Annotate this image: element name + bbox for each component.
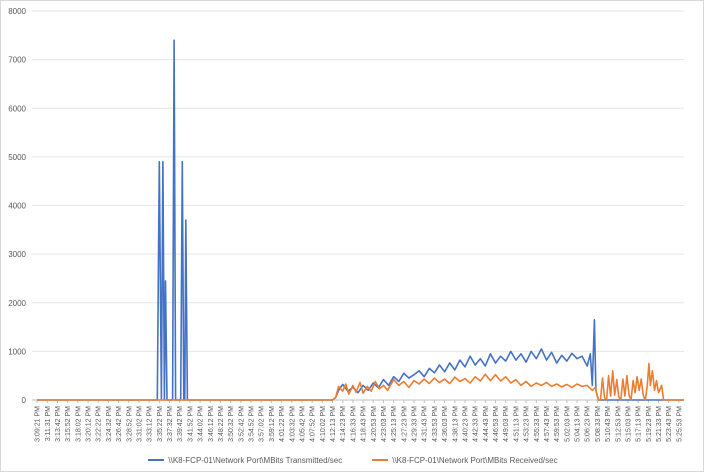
x-tick-label: 4:53:23 PM: [524, 406, 531, 442]
x-tick-label: 4:59:53 PM: [554, 406, 561, 442]
x-tick-label: 3:41:52 PM: [187, 406, 194, 442]
x-tick-label: 3:22:22 PM: [96, 406, 103, 442]
x-tick-label: 4:46:53 PM: [493, 406, 500, 442]
series-line-received: [37, 362, 684, 401]
x-tick-label: 5:15:03 PM: [625, 406, 632, 442]
x-tick-label: 3:15:52 PM: [65, 406, 72, 442]
y-tick-label: 5000: [8, 153, 26, 162]
x-tick-label: 5:12:53 PM: [615, 406, 622, 442]
x-tick-label: 4:01:22 PM: [279, 406, 286, 442]
x-tick-label: 3:46:12 PM: [208, 406, 215, 442]
series-layer: [37, 39, 684, 401]
x-axis: 3:09:21 PM 3:11:31 PM 3:13:42 PM 3:15:52 PM…: [35, 400, 683, 442]
x-tick-label: 4:40:23 PM: [462, 406, 469, 442]
x-tick-label: 3:39:42 PM: [177, 406, 184, 442]
x-tick-label: 4:07:52 PM: [310, 406, 317, 442]
x-tick-label: 4:31:43 PM: [422, 406, 429, 442]
x-tick-label: 4:49:03 PM: [503, 406, 510, 442]
x-tick-label: 3:37:32 PM: [167, 406, 174, 442]
x-tick-label: 5:25:53 PM: [676, 406, 683, 442]
x-tick-label: 5:08:33 PM: [595, 406, 602, 442]
y-tick-label: 4000: [8, 202, 26, 211]
y-tick-label: 6000: [8, 104, 26, 113]
y-tick-label: 8000: [8, 7, 26, 16]
x-tick-label: 4:33:53 PM: [432, 406, 439, 442]
x-tick-label: 3:13:42 PM: [55, 406, 62, 442]
x-tick-label: 3:20:12 PM: [86, 406, 93, 442]
legend: \\K8-FCP-01\Network Port\MBits Transmitt…: [1, 453, 703, 467]
x-tick-label: 3:59:12 PM: [269, 406, 276, 442]
gridlines: [32, 10, 684, 401]
x-tick-label: 3:52:42 PM: [238, 406, 245, 442]
x-tick-label: 3:28:52 PM: [126, 406, 133, 442]
x-tick-label: 4:38:13 PM: [452, 406, 459, 442]
line-chart: 0 1000 2000 3000 4000 5000 6000 7000 8000 3:09:2…: [8, 7, 684, 442]
x-tick-label: 3:31:02 PM: [136, 406, 143, 442]
x-tick-label: 5:21:33 PM: [656, 406, 663, 442]
x-tick-label: 4:42:33 PM: [473, 406, 480, 442]
x-tick-label: 3:09:21 PM: [35, 406, 42, 442]
x-tick-label: 3:35:22 PM: [157, 406, 164, 442]
x-tick-label: 3:24:32 PM: [106, 406, 113, 442]
legend-swatch-transmitted: [148, 459, 165, 461]
x-tick-label: 3:33:12 PM: [147, 406, 154, 442]
x-tick-label: 5:06:23 PM: [585, 406, 592, 442]
x-tick-label: 4:55:33 PM: [534, 406, 541, 442]
x-tick-label: 4:20:53 PM: [371, 406, 378, 442]
x-tick-label: 5:23:43 PM: [666, 406, 673, 442]
x-tick-label: 4:10:02 PM: [320, 406, 327, 442]
y-axis: 0 1000 2000 3000 4000 5000 6000 7000 8000: [8, 7, 26, 405]
y-tick-label: 2000: [8, 299, 26, 308]
y-tick-label: 7000: [8, 56, 26, 65]
x-tick-label: 4:29:33 PM: [412, 406, 419, 442]
x-tick-label: 4:16:33 PM: [350, 406, 357, 442]
x-tick-label: 4:23:03 PM: [381, 406, 388, 442]
x-tick-label: 3:54:52 PM: [249, 406, 256, 442]
x-tick-label: 3:11:31 PM: [45, 406, 52, 441]
x-tick-label: 4:03:32 PM: [289, 406, 296, 442]
x-tick-label: 3:48:22 PM: [218, 406, 225, 442]
x-tick-label: 4:36:03 PM: [442, 406, 449, 442]
legend-label-received: \\K8-FCP-01\Network Port\MBits Received/…: [392, 455, 558, 465]
x-tick-label: 4:44:43 PM: [483, 406, 490, 442]
y-tick-label: 1000: [8, 347, 26, 356]
x-tick-label: 5:10:43 PM: [605, 406, 612, 442]
x-tick-label: 4:05:42 PM: [299, 406, 306, 442]
x-tick-label: 4:25:13 PM: [391, 406, 398, 442]
x-tick-label: 4:14:23 PM: [340, 406, 347, 442]
x-tick-label: 3:44:02 PM: [198, 406, 205, 442]
x-tick-label: 4:12:13 PM: [330, 406, 337, 442]
legend-swatch-received: [372, 459, 389, 461]
x-tick-label: 4:27:23 PM: [401, 406, 408, 442]
x-tick-label: 5:17:13 PM: [636, 406, 643, 442]
x-tick-label: 5:04:13 PM: [575, 406, 582, 442]
legend-item-received: \\K8-FCP-01\Network Port\MBits Received/…: [372, 455, 558, 465]
legend-item-transmitted: \\K8-FCP-01\Network Port\MBits Transmitt…: [148, 456, 342, 465]
x-tick-label: 4:51:13 PM: [513, 406, 520, 442]
y-tick-label: 0: [22, 396, 27, 405]
x-tick-label: 4:18:43 PM: [361, 406, 368, 442]
x-tick-label: 5:19:23 PM: [646, 406, 653, 442]
x-tick-label: 4:57:43 PM: [544, 406, 551, 442]
x-tick-label: 5:02:03 PM: [564, 406, 571, 442]
series-line-transmitted: [37, 39, 684, 401]
x-tick-label: 3:18:02 PM: [75, 406, 82, 442]
y-tick-label: 3000: [8, 250, 26, 259]
x-tick-label: 3:26:42 PM: [116, 406, 123, 442]
x-tick-label: 3:57:02 PM: [259, 406, 266, 442]
x-tick-label: 3:50:32 PM: [228, 406, 235, 442]
legend-label-transmitted: \\K8-FCP-01\Network Port\MBits Transmitt…: [168, 455, 343, 465]
